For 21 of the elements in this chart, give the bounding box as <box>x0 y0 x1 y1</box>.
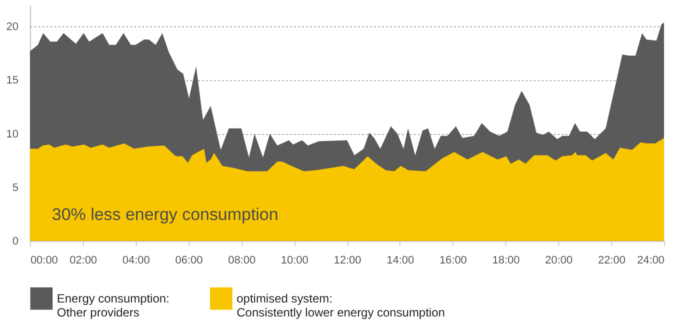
x-tick-label: 14:00 <box>386 254 414 266</box>
x-tick-label: 10:00 <box>280 254 308 266</box>
x-tick-label: 06:00 <box>175 254 203 266</box>
y-tick-label: 5 <box>12 182 18 194</box>
x-tick-label: 12:00 <box>334 254 362 266</box>
x-tick-label: 08:00 <box>228 254 256 266</box>
x-tick-label: 22:00 <box>598 254 626 266</box>
x-tick-label: 24:00 <box>637 254 665 266</box>
x-tick-label: 18:00 <box>492 254 520 266</box>
y-tick-label: 20 <box>6 21 18 34</box>
legend-label: Energy consumption: Other providers <box>56 292 170 320</box>
y-tick-label: 0 <box>12 235 18 248</box>
x-tick-label: 20:00 <box>545 254 573 266</box>
annotation: 30% less energy consumption <box>52 204 278 224</box>
x-tick-label: 02:00 <box>70 254 98 266</box>
y-tick-label: 10 <box>6 128 18 140</box>
legend-label: optimised system: Consistently lower energy consumption <box>236 292 445 320</box>
x-tick-label: 00:00 <box>30 254 58 266</box>
x-tick-label: 16:00 <box>439 254 467 266</box>
y-tick-label: 15 <box>6 74 18 87</box>
x-tick-label: 04:00 <box>122 254 150 266</box>
